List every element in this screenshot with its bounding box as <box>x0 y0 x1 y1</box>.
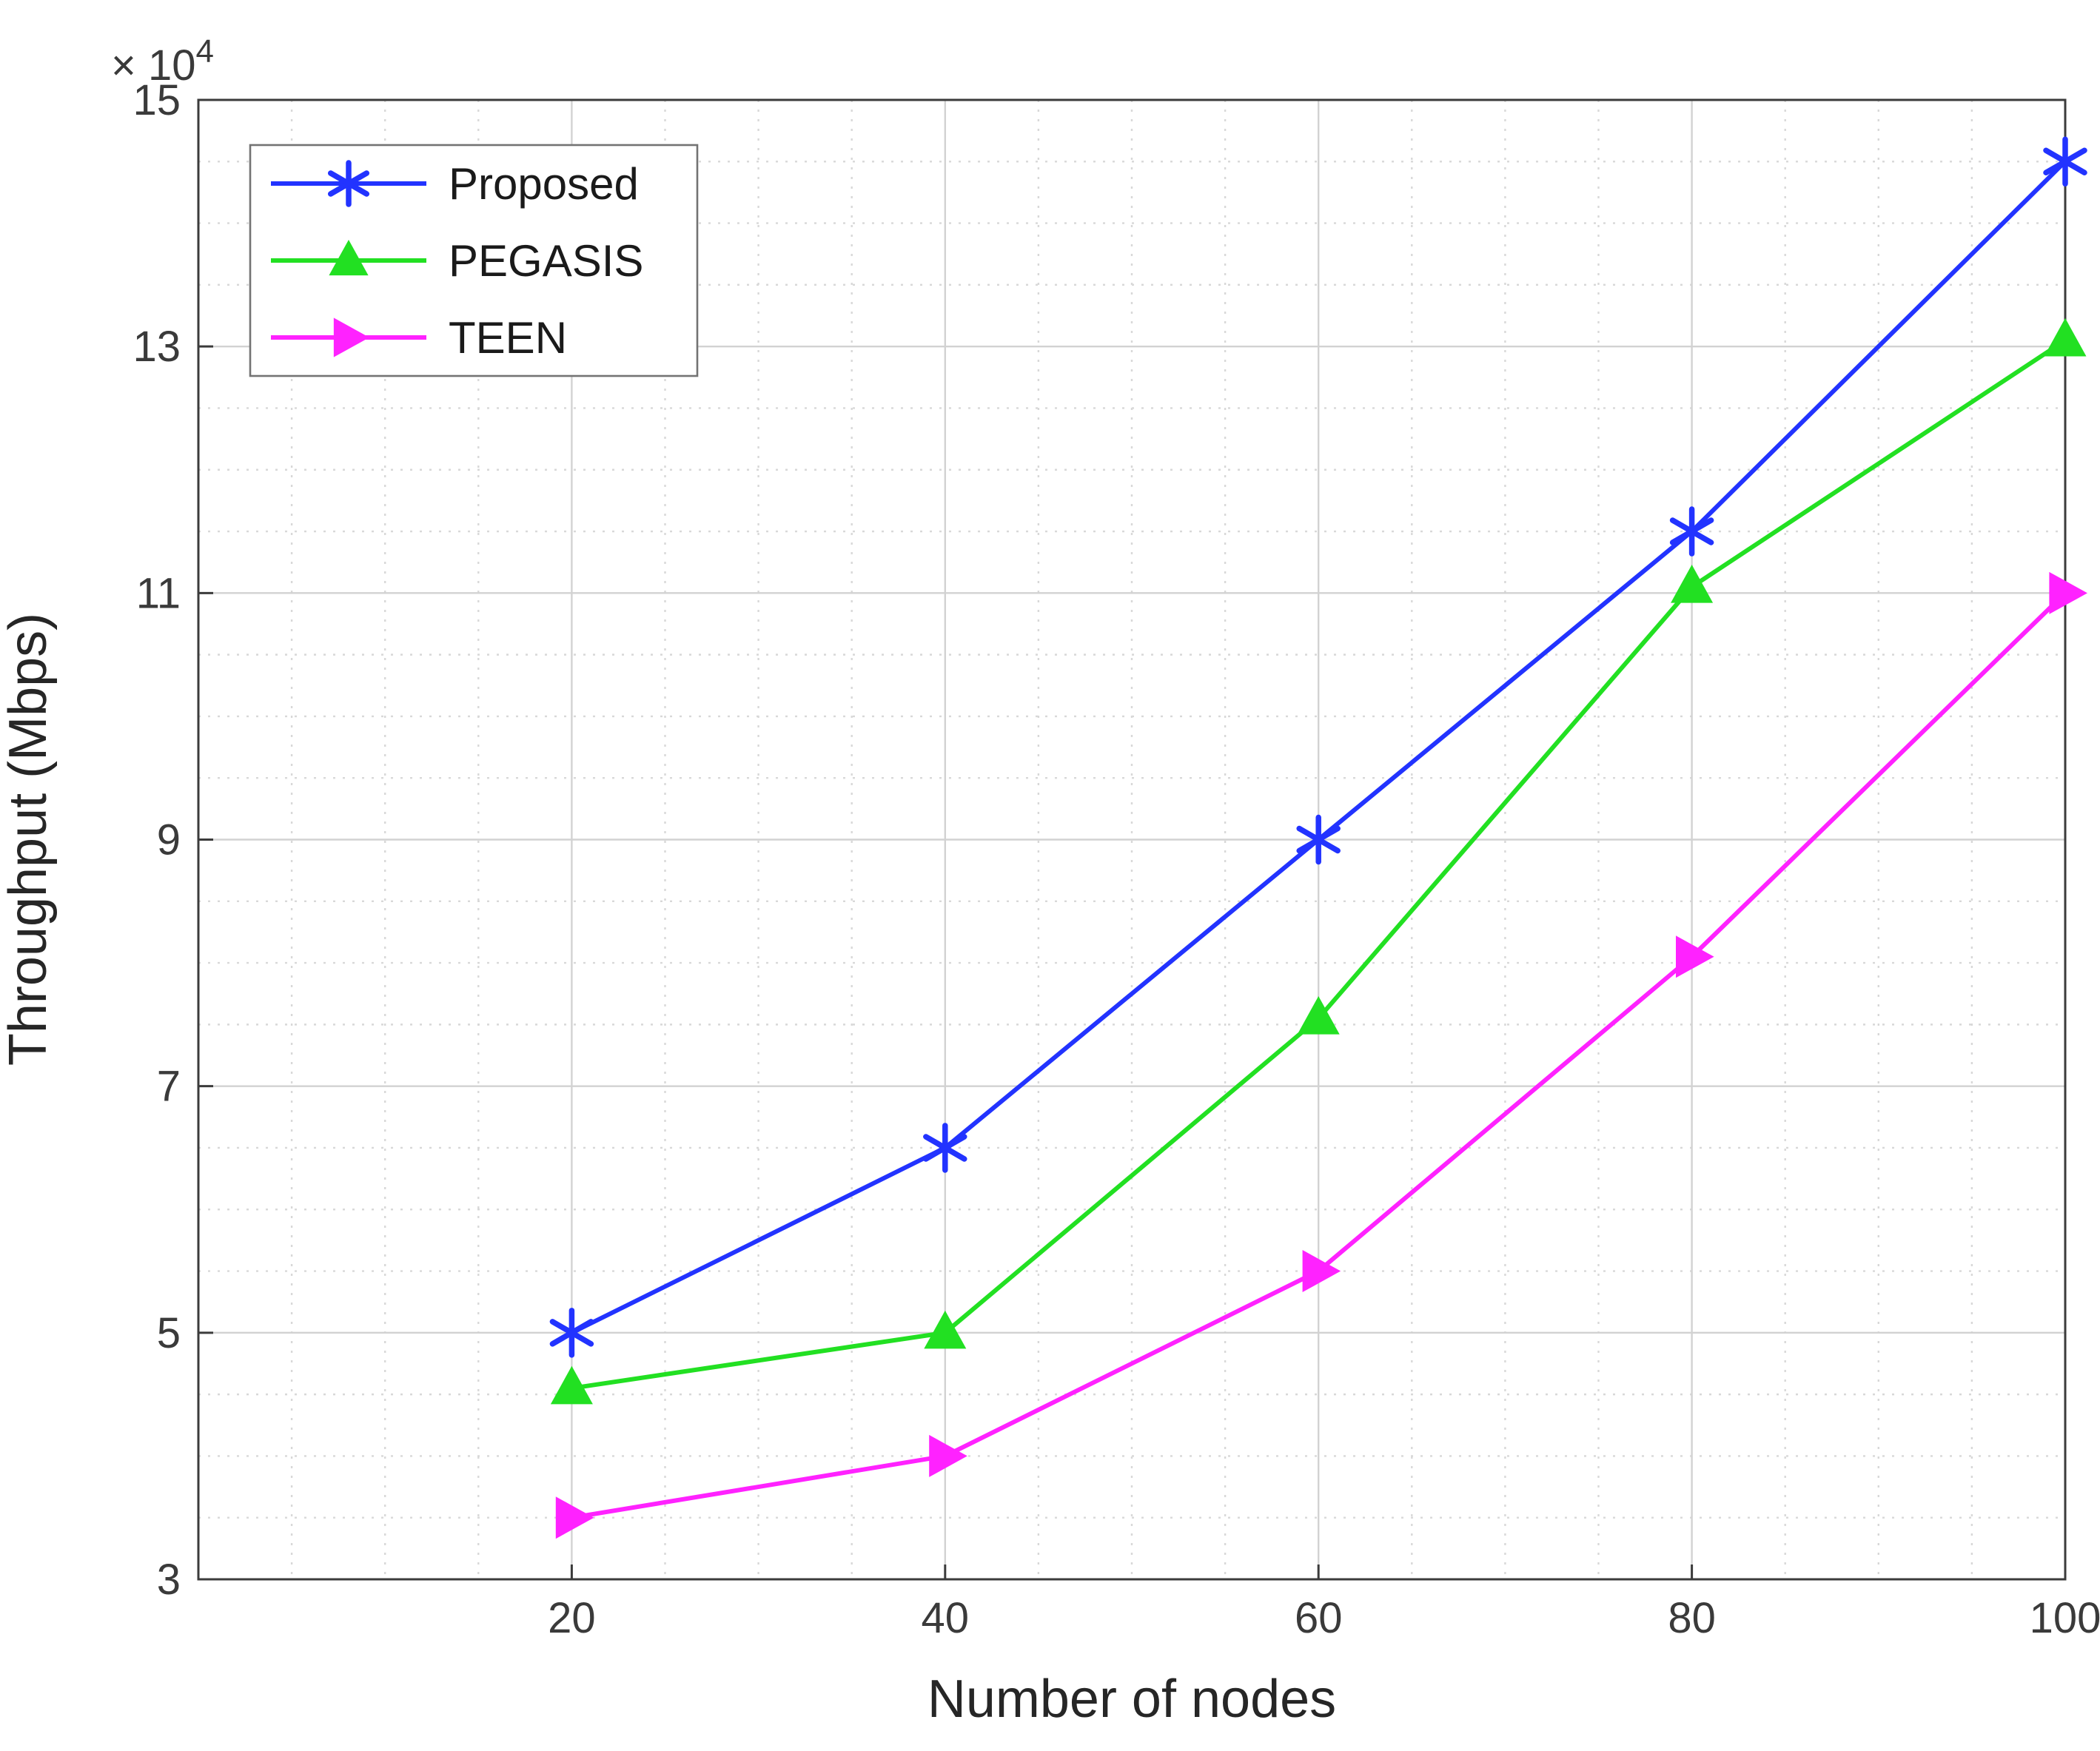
x-tick-label: 80 <box>1668 1594 1716 1642</box>
x-tick-label: 40 <box>922 1594 970 1642</box>
y-tick-label: 13 <box>132 323 181 371</box>
y-tick-label: 9 <box>157 816 181 864</box>
legend-marker-pegasis <box>329 240 369 276</box>
y-tick-label: 3 <box>157 1556 181 1604</box>
y-axis-offset-label: × 104 <box>111 33 214 90</box>
series-marker-teen <box>555 1496 594 1539</box>
y-axis-label: Throughput (Mbps) <box>0 613 58 1066</box>
series-marker-pegasis <box>1671 565 1714 603</box>
series-marker-pegasis <box>550 1365 593 1405</box>
series-marker-proposed <box>549 1308 594 1358</box>
series-marker-proposed <box>1669 506 1714 557</box>
legend-marker-proposed <box>328 160 369 207</box>
series-marker-pegasis <box>1297 996 1340 1035</box>
series-marker-teen <box>1302 1250 1341 1293</box>
x-tick-label: 60 <box>1295 1594 1343 1642</box>
legend-marker-teen <box>333 317 369 357</box>
x-axis-label: Number of nodes <box>927 1670 1336 1729</box>
series-marker-proposed <box>1296 814 1341 865</box>
y-tick-label: 7 <box>157 1063 181 1111</box>
series-marker-proposed <box>2043 136 2087 187</box>
legend-label-teen: TEEN <box>449 313 567 363</box>
series-marker-teen <box>929 1434 967 1477</box>
x-tick-label: 20 <box>548 1594 596 1642</box>
axes-layer: 20 40 60 80 100 3 5 7 9 11 13 15 <box>132 76 2100 1642</box>
series-marker-pegasis <box>924 1310 967 1349</box>
series-marker-proposed <box>923 1123 967 1173</box>
legend-label-pegasis: PEGASIS <box>449 236 643 286</box>
y-tick-label: 11 <box>136 569 181 617</box>
y-tick-label: 5 <box>157 1309 181 1357</box>
legend: Proposed PEGASIS TEEN <box>249 144 699 377</box>
x-tick-label: 100 <box>2030 1594 2100 1642</box>
series-layer <box>549 136 2087 1539</box>
series-marker-teen <box>2049 571 2087 614</box>
series-marker-teen <box>1676 935 1714 978</box>
tick-marks <box>198 98 2067 1581</box>
y-tick-label: 15 <box>132 76 181 124</box>
series-marker-pegasis <box>2044 317 2087 357</box>
legend-label-proposed: Proposed <box>449 159 639 209</box>
